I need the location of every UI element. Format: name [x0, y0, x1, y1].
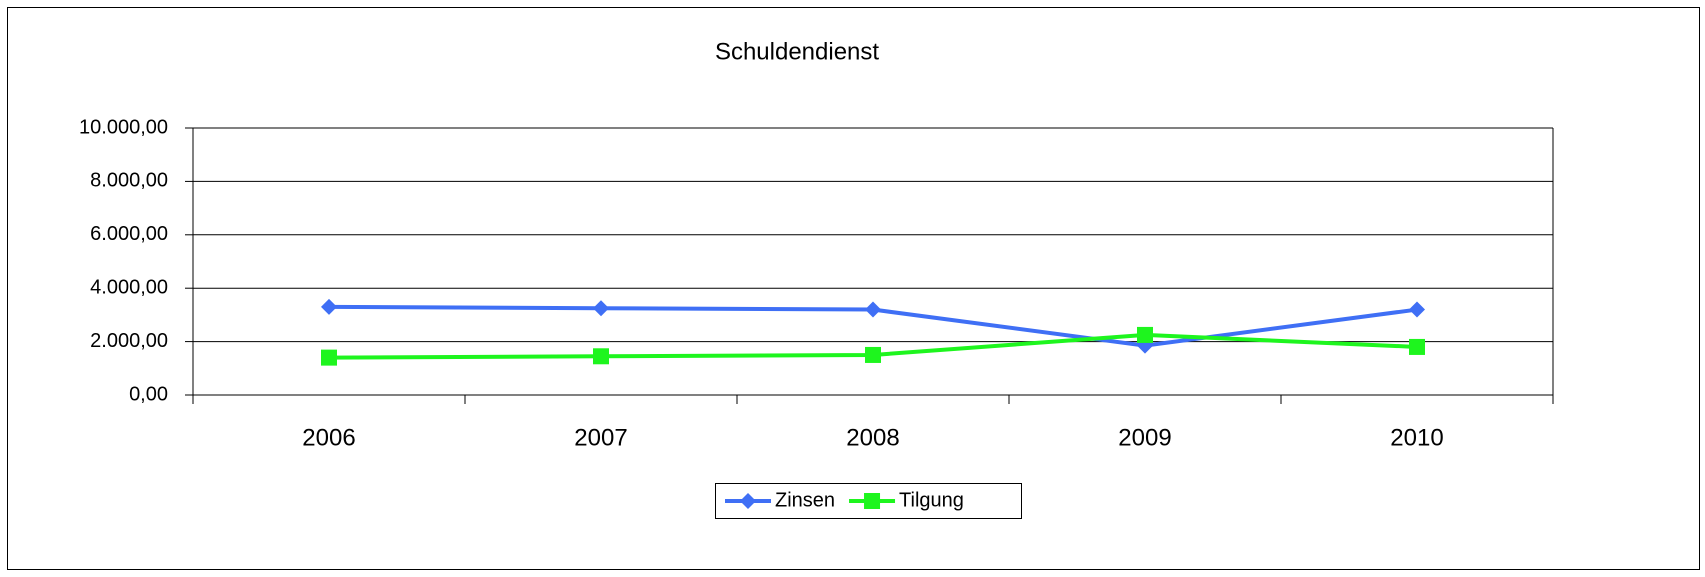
x-tick-label: 2009	[1118, 424, 1171, 451]
y-tick-label: 4.000,00	[90, 276, 168, 298]
marker	[740, 493, 756, 509]
x-tick-label: 2007	[574, 424, 627, 451]
marker	[865, 301, 881, 318]
legend-label: Tilgung	[899, 489, 964, 511]
y-tick-label: 0,00	[129, 383, 168, 405]
marker	[1409, 301, 1425, 318]
legend-label: Zinsen	[775, 489, 835, 511]
marker	[321, 298, 337, 315]
x-tick-label: 2010	[1390, 424, 1443, 451]
x-tick-label: 2006	[302, 424, 355, 451]
marker	[593, 300, 609, 317]
marker	[1409, 338, 1425, 355]
chart-title: Schuldendienst	[715, 38, 879, 65]
marker	[864, 493, 881, 509]
marker	[593, 348, 609, 365]
marker	[1137, 326, 1153, 343]
marker	[865, 346, 881, 363]
y-tick-label: 6.000,00	[90, 223, 168, 245]
marker	[321, 349, 337, 366]
y-tick-label: 2.000,00	[90, 330, 168, 352]
y-tick-label: 8.000,00	[90, 170, 168, 192]
x-tick-label: 2008	[846, 424, 899, 451]
y-tick-label: 10.000,00	[79, 116, 168, 138]
